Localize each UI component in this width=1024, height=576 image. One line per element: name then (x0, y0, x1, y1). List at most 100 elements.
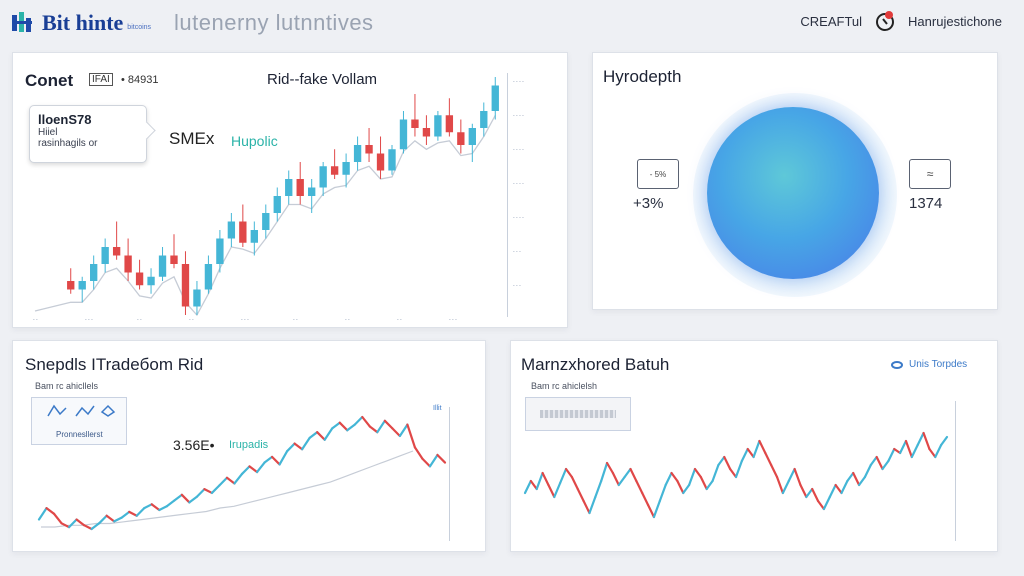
series-segment (940, 435, 949, 447)
series-segment (899, 439, 908, 455)
candle-body (227, 221, 236, 239)
y-axis-line (507, 73, 508, 317)
legend-eye-icon (891, 360, 903, 369)
series-segment (535, 471, 544, 491)
x-tick-label: - - (397, 317, 402, 323)
candle-body (90, 264, 98, 281)
candle-body (147, 276, 155, 286)
panel-title: Hyrodepth (603, 67, 682, 86)
series-segment (934, 443, 943, 459)
series-segment (60, 522, 71, 529)
top-bar: Bit hinte bitcoins lutenerny lutnntives … (0, 0, 1024, 46)
snapshot-line-chart[interactable] (13, 341, 487, 553)
series-segment (255, 461, 266, 474)
series-segment (875, 455, 884, 471)
menu-link[interactable]: CREAFTul (800, 13, 863, 29)
depth-gauge[interactable] (707, 107, 879, 279)
series-segment (45, 507, 56, 515)
series-segment (811, 487, 820, 503)
series-segment (605, 461, 615, 475)
legend-label: Unis Torpdes (909, 359, 968, 370)
snapshot-panel: Snepdls ITradeбom Rid Bam rc ahicllels P… (12, 340, 486, 552)
symbol-value: • 84931 (121, 74, 159, 86)
x-tick-label: - - (33, 317, 38, 323)
series-segment (150, 503, 161, 512)
series-segment (869, 455, 878, 467)
symbol-badge: IFAI (89, 73, 113, 86)
candle-body (181, 264, 190, 307)
series-segment (570, 475, 579, 491)
series-segment (846, 471, 855, 483)
candle-body (308, 187, 316, 196)
panel-subtitle: Bam rc ahicllels (35, 381, 99, 391)
series-segment (90, 522, 101, 531)
candle-body (273, 196, 281, 213)
series-segment (361, 415, 371, 428)
series-segment (233, 472, 244, 485)
y-axis-line (955, 401, 956, 541)
candle-body (239, 221, 247, 243)
panel-title: Marnzxhored Batuh (521, 355, 670, 374)
candle-body (135, 272, 144, 286)
logo-subtext: bitcoins (127, 23, 152, 31)
series-segment (816, 499, 826, 511)
market-line-chart[interactable] (511, 341, 999, 553)
series-segment (398, 423, 409, 438)
x-tick-label: - - (137, 317, 142, 323)
preview-label: Pronnesllerst (56, 430, 103, 439)
series-segment (158, 505, 168, 512)
series-segment (436, 453, 447, 464)
sell-depth-icon: ≈ (909, 159, 951, 189)
series-segment (688, 467, 697, 487)
inset-placeholder (540, 410, 616, 418)
series-segment (834, 483, 843, 495)
series-segment (413, 446, 424, 460)
series-segment (576, 487, 585, 503)
series-segment (893, 447, 902, 455)
candle-body (376, 153, 385, 171)
candle-body (216, 238, 224, 264)
series-segment (383, 419, 394, 430)
series-segment (887, 447, 896, 463)
candle-body (468, 128, 476, 145)
series-segment (316, 431, 326, 441)
snap-value-tag: Irupadis (229, 439, 269, 451)
mini-preview[interactable]: Pronnesllerst (31, 397, 127, 445)
series-segment (682, 483, 691, 495)
candle-body (170, 255, 178, 264)
user-avatar-icon[interactable] (874, 10, 896, 32)
series-segment (664, 471, 673, 487)
user-name[interactable]: Hanrujestichone (908, 13, 1002, 29)
series-segment (547, 483, 556, 499)
candlestick-chart[interactable] (13, 53, 569, 329)
depth-panel: Hyrodepth - 5% +3% ≈ 1374 (592, 52, 998, 310)
y-tick-label: - - - - (513, 181, 524, 187)
series-segment (775, 475, 784, 495)
series-segment (652, 499, 661, 519)
smex-label: SMEx (169, 129, 215, 148)
series-segment (278, 450, 289, 466)
series-segment (752, 439, 761, 459)
series-segment (195, 488, 206, 498)
candle-body (67, 281, 75, 290)
brand-logo[interactable]: Bit hinte bitcoins (12, 8, 152, 38)
series-segment (331, 421, 341, 430)
legend[interactable]: Unis Torpdes (891, 359, 967, 370)
series-segment (857, 475, 867, 487)
tooltip-line-2: rasinhagils or (38, 138, 98, 149)
series-segment (75, 518, 86, 527)
trend-curve (41, 450, 414, 528)
series-segment (805, 487, 814, 499)
series-segment (740, 447, 749, 463)
series-segment (173, 493, 183, 502)
tooltip-value: lloenS78 (38, 112, 92, 127)
series-segment (67, 518, 78, 529)
series-segment (600, 461, 609, 483)
series-segment (787, 467, 796, 483)
series-segment (105, 514, 116, 523)
market-inset[interactable] (525, 397, 631, 431)
candle-body (101, 247, 109, 264)
series-segment (711, 463, 720, 483)
y-tick-label: - - - - (513, 79, 524, 85)
series-segment (799, 483, 808, 499)
